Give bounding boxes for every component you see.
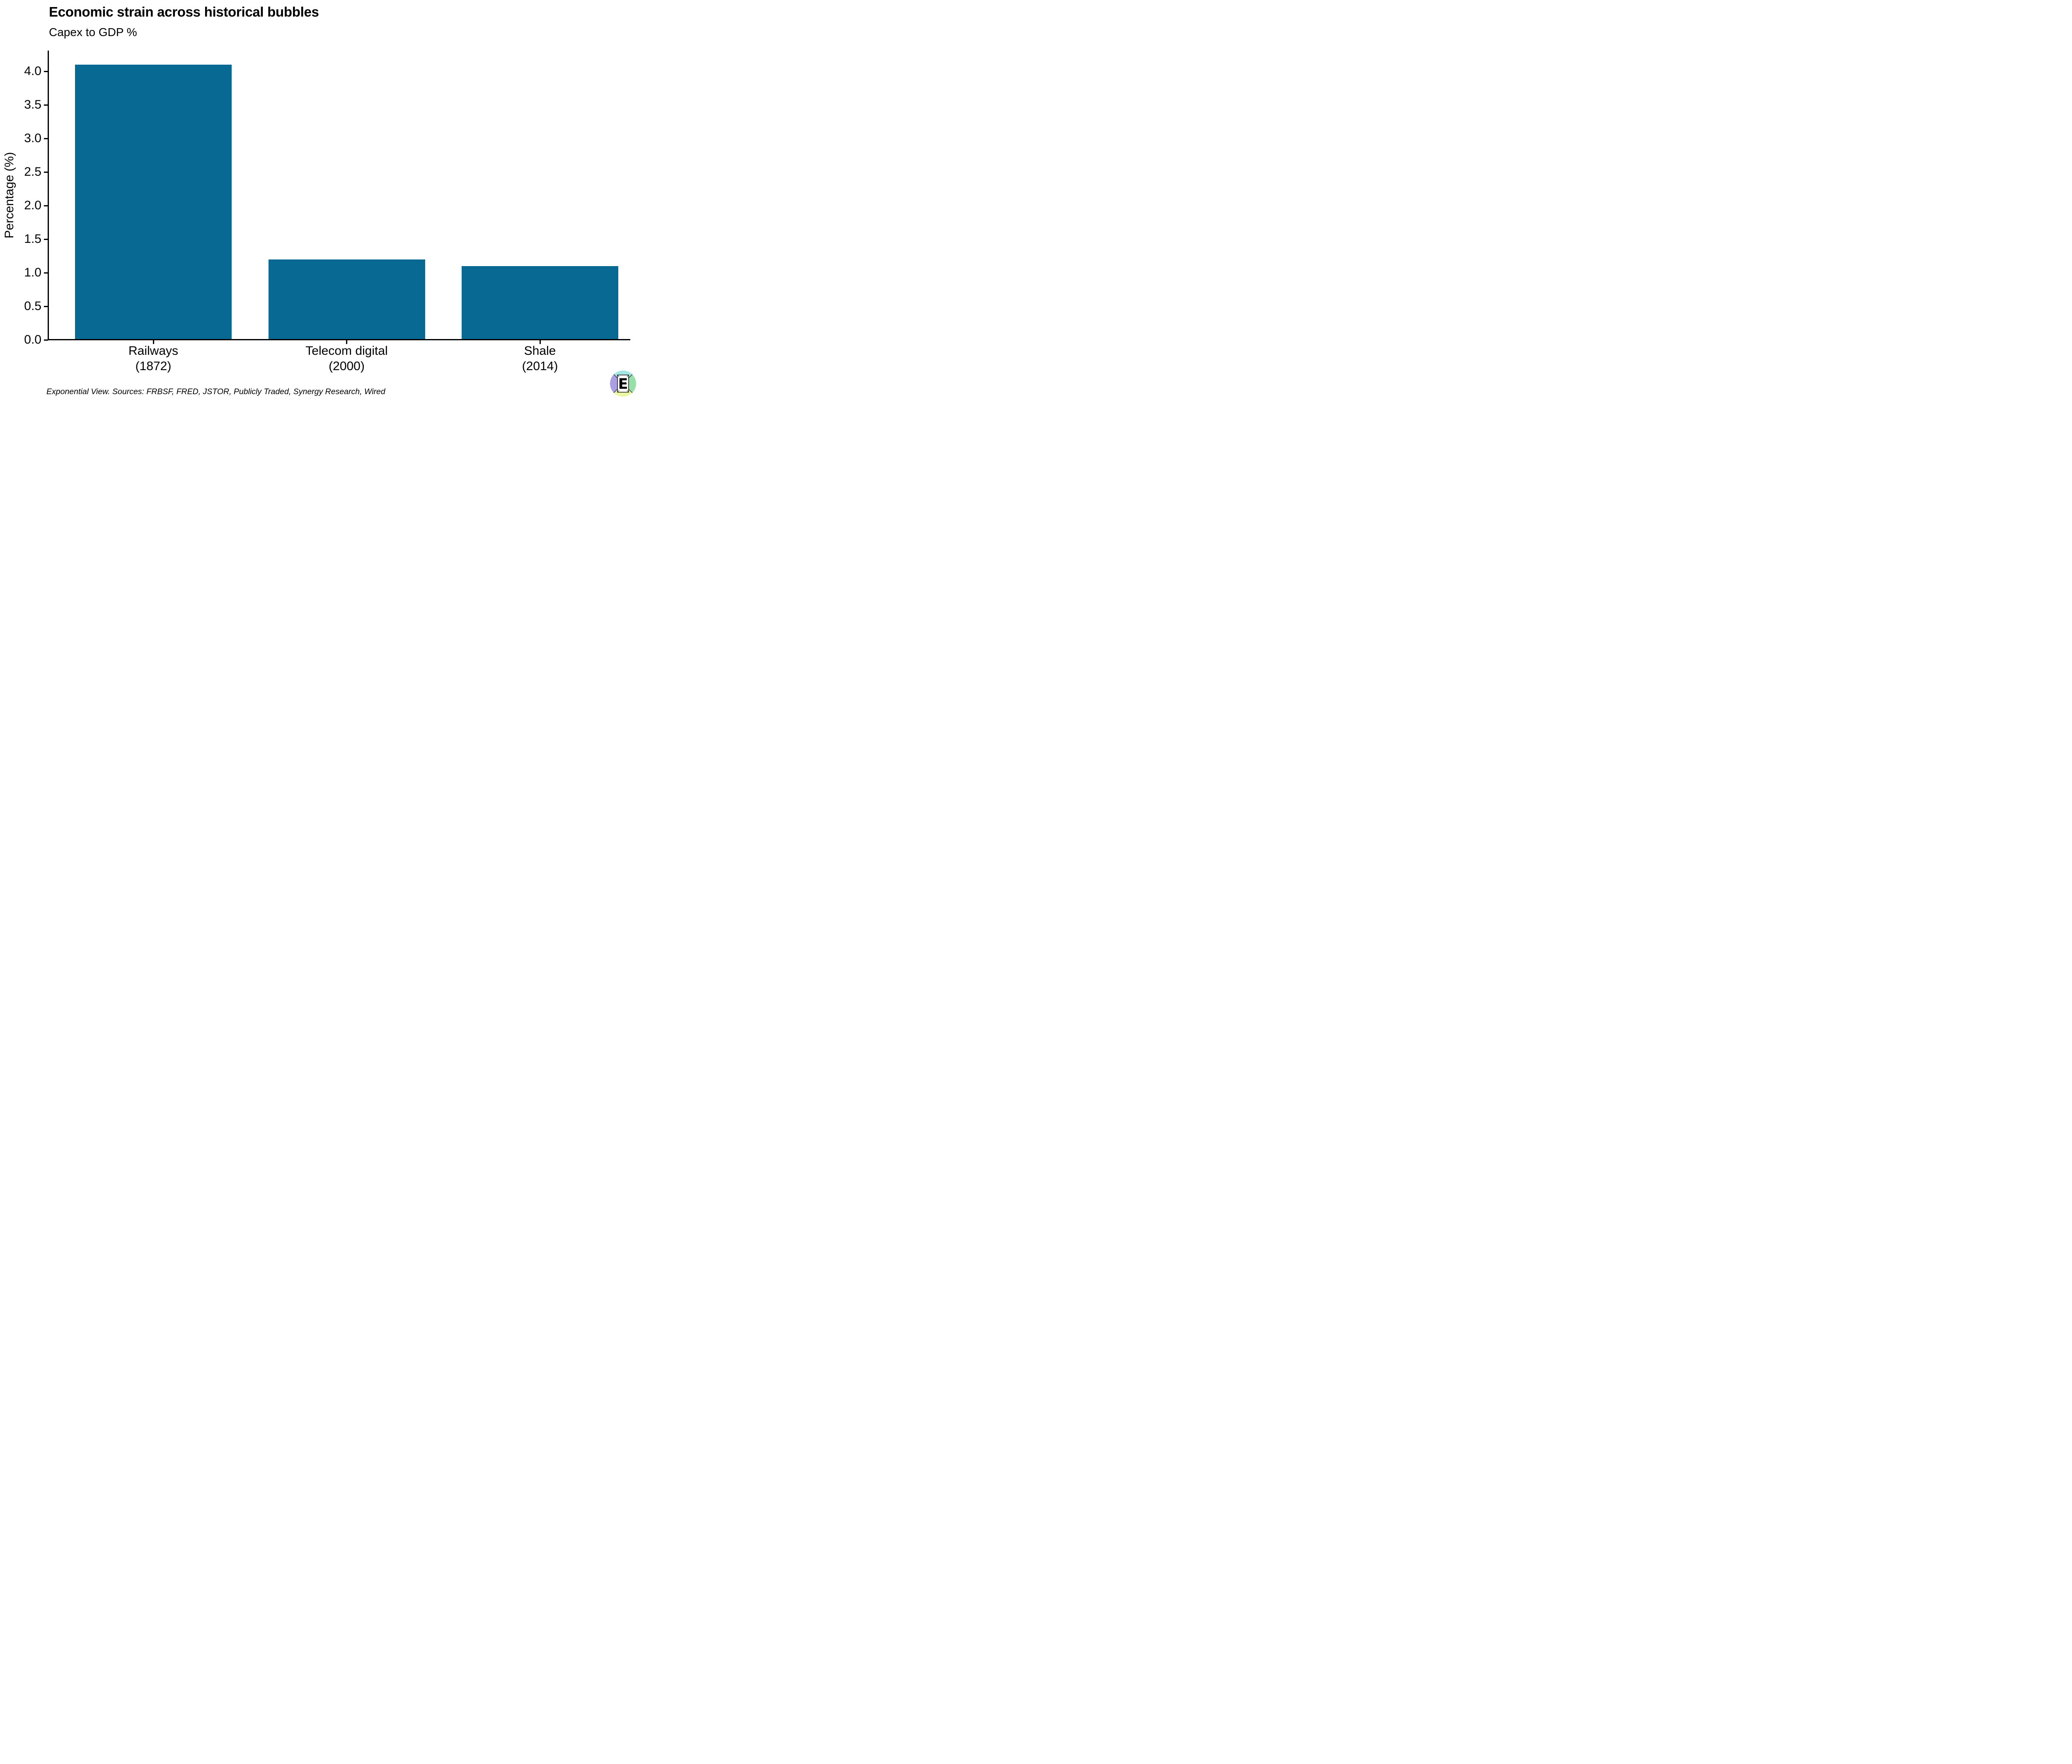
y-tick-mark-0.0 [44, 339, 48, 341]
x-axis-line [48, 339, 630, 340]
y-tick-label-3.0: 3.0 [24, 131, 41, 145]
logo-bevel-br [627, 390, 629, 393]
y-tick-label-1.5: 1.5 [24, 232, 41, 246]
y-tick-mark-3.0 [44, 138, 48, 139]
x-tick-mark-shale [539, 340, 541, 344]
logo-wedge-right [623, 374, 637, 393]
logo-bevel-bl [617, 390, 620, 393]
y-axis-line [48, 51, 49, 340]
y-tick-mark-4.0 [44, 70, 48, 72]
logo-bevel-tl [617, 375, 620, 377]
chart-title: Economic strain across historical bubble… [49, 4, 319, 19]
x-tick-mark-telecom-digital [346, 340, 347, 344]
x-label-shale-line1: Shale [524, 344, 556, 358]
y-tick-label-2.0: 2.0 [24, 199, 41, 212]
x-label-shale: Shale (2014) [436, 343, 644, 374]
y-tick-label-2.5: 2.5 [24, 165, 41, 179]
logo-wedge-left [610, 374, 623, 393]
y-tick-mark-1.0 [44, 272, 48, 274]
y-tick-label-3.5: 3.5 [24, 98, 41, 111]
chart-subtitle: Capex to GDP % [49, 26, 137, 39]
source-attribution: Exponential View. Sources: FRBSF, FRED, … [46, 387, 385, 396]
y-tick-label-0.5: 0.5 [24, 299, 41, 313]
x-label-railways-line1: Railways [128, 344, 179, 358]
y-tick-mark-2.0 [44, 205, 48, 206]
chart-page: Economic strain across historical bubble… [0, 0, 650, 404]
y-tick-mark-0.5 [44, 305, 48, 307]
y-tick-mark-3.5 [44, 104, 48, 106]
y-tick-mark-1.5 [44, 238, 48, 240]
y-tick-label-1.0: 1.0 [24, 266, 41, 279]
x-tick-mark-railways [152, 340, 154, 344]
x-label-telecom-digital-line2: (2000) [329, 359, 365, 373]
x-label-telecom-digital-line1: Telecom digital [305, 344, 388, 358]
bar-shale [462, 266, 618, 340]
logo-bevel-tr [627, 375, 629, 377]
x-label-railways-line2: (1872) [135, 359, 172, 373]
bar-railways [75, 64, 232, 340]
x-label-shale-line2: (2014) [522, 359, 558, 373]
y-tick-label-4.0: 4.0 [24, 64, 41, 78]
y-tick-mark-2.5 [44, 171, 48, 173]
x-label-telecom-digital: Telecom digital (2000) [243, 343, 450, 374]
x-label-railways: Railways (1872) [50, 343, 257, 374]
y-tick-label-0.0: 0.0 [24, 333, 41, 346]
exponential-view-logo: E [610, 370, 637, 397]
logo-letter-block [617, 375, 629, 393]
logo-letter: E [618, 376, 628, 393]
bar-telecom-digital [268, 259, 425, 340]
